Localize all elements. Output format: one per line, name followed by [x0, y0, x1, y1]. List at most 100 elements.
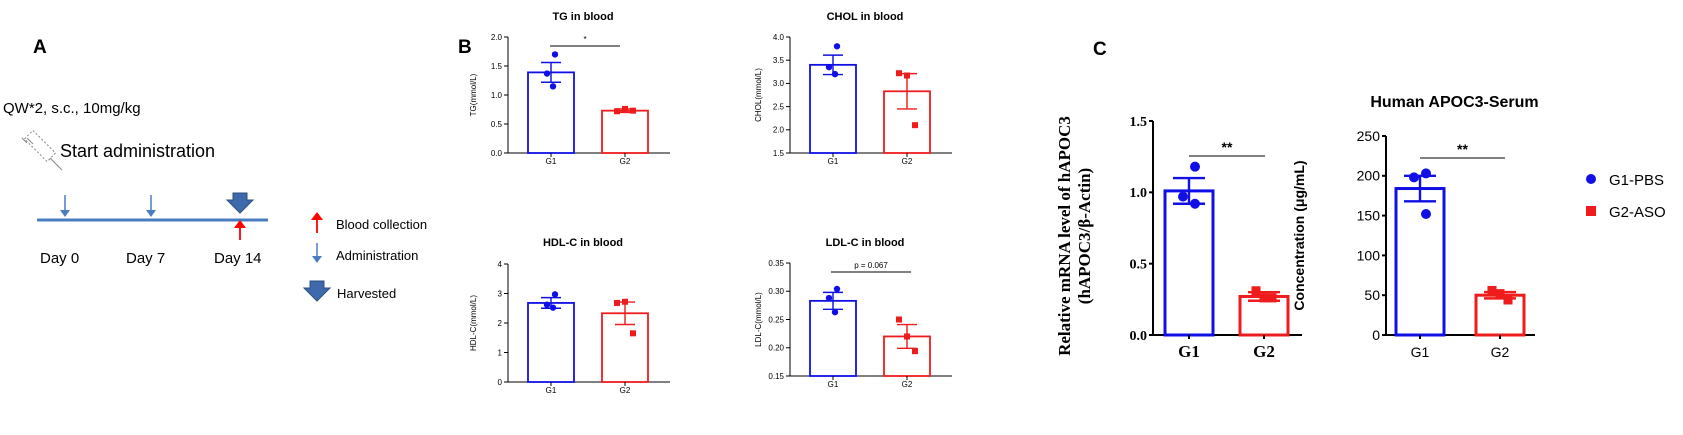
y-tick-label: 3 — [498, 289, 503, 298]
data-point-g2 — [912, 348, 918, 355]
y-tick-label: 4 — [498, 260, 503, 269]
administration-arrow-day0 — [60, 195, 70, 217]
data-point-g2 — [904, 72, 910, 79]
data-point-g2 — [896, 70, 902, 77]
data-point-g2 — [1267, 293, 1277, 303]
day-7-label: Day 7 — [126, 250, 165, 267]
y-tick-label: 0 — [498, 378, 503, 387]
y-tick-label: 250 — [1357, 128, 1381, 144]
significance-label: p = 0.067 — [854, 261, 888, 270]
x-tick-label: G2 — [620, 157, 631, 166]
timeline-panel: QW*2, s.c., 10mg/kg Start administration… — [3, 100, 427, 302]
y-tick-label: 150 — [1357, 208, 1381, 224]
panel-label-b: B — [458, 37, 472, 58]
chart-4: 0.15 0.20 0.25 0.30 0.35 LDL-C in blood LDL-C(… — [754, 237, 952, 389]
y-tick-label: 0.25 — [768, 315, 784, 324]
data-point-g2 — [912, 122, 918, 129]
y-tick-label: 4.0 — [773, 33, 785, 42]
bar-g2 — [601, 109, 649, 154]
chart-title: HDL-C in blood — [543, 237, 623, 249]
data-point-g2 — [614, 299, 620, 306]
significance-label: ** — [1222, 139, 1233, 155]
legend-g2-label: G2-ASO — [1609, 204, 1666, 221]
harvested-legend: Harvested — [337, 286, 396, 301]
data-point-g1 — [831, 308, 839, 316]
bar-g2 — [1474, 293, 1526, 337]
x-tick-label: G2 — [902, 157, 913, 166]
harvested-arrow-day14 — [225, 192, 255, 214]
y-tick-label: 0.20 — [768, 344, 784, 353]
significance-label: ** — [1457, 141, 1468, 157]
data-point-g1 — [1178, 191, 1188, 202]
y-tick-label: 0.15 — [768, 372, 784, 381]
y-tick-label: 0 — [1372, 327, 1380, 343]
data-point-g2 — [904, 333, 910, 340]
y-tick-label: 3.0 — [773, 79, 785, 88]
data-point-g1 — [543, 70, 551, 77]
chart-3: 0 1 2 3 4 HDL-C in blood HDL-C(mmol/L) G1 G2 — [469, 237, 670, 395]
start-text: Start administration — [60, 141, 215, 161]
day-14-label: Day 14 — [214, 250, 262, 267]
data-point-g2 — [1495, 289, 1505, 299]
data-point-g1 — [1190, 198, 1200, 209]
y-axis-label: Concentration (μg/mL) — [1291, 160, 1307, 310]
chart-title: Human APOC3-Serum — [1370, 94, 1538, 111]
y-axis-label: TG(mmol/L) — [469, 73, 478, 116]
y-tick-label: 100 — [1357, 247, 1381, 263]
bar-g1 — [809, 63, 857, 154]
chart-title: CHOL in blood — [827, 11, 904, 23]
data-point-g1 — [543, 301, 551, 308]
y-tick-label: 200 — [1357, 168, 1381, 184]
y-tick-label: 0.0 — [1130, 329, 1148, 344]
legend-g1-label: G1-PBS — [1609, 172, 1664, 189]
data-point-g2 — [1251, 286, 1261, 296]
y-tick-label: 1.5 — [773, 149, 785, 158]
y-axis-label: CHOL(mmol/L) — [754, 68, 763, 122]
data-point-g2 — [896, 316, 902, 323]
blood-collection-legend: Blood collection — [336, 217, 427, 232]
y-tick-label: 1.5 — [1130, 115, 1148, 130]
y-tick-label: 0.35 — [768, 259, 784, 268]
data-point-g1 — [549, 83, 557, 90]
panel-label-c: C — [1093, 39, 1107, 60]
bar-g1 — [527, 302, 575, 383]
day-0-label: Day 0 — [40, 250, 79, 267]
data-point-g2 — [622, 105, 628, 112]
y-tick-label: 0.30 — [768, 287, 784, 296]
data-point-g2 — [622, 298, 628, 305]
y-tick-label: 1.5 — [491, 62, 503, 71]
data-point-g1 — [549, 304, 557, 311]
data-point-g1 — [825, 63, 833, 71]
y-tick-label: 1.0 — [491, 91, 503, 100]
chart-6: 0 50 100 150 200 250 Human APOC3-Serum Concentr… — [1291, 94, 1539, 360]
x-tick-label: G2 — [620, 386, 631, 395]
y-axis-label: HDL-C(mmol/L) — [469, 295, 478, 351]
legend-g2-marker — [1586, 206, 1596, 216]
y-tick-label: 1 — [498, 348, 503, 357]
dosing-text: QW*2, s.c., 10mg/kg — [3, 100, 141, 117]
data-point-g1 — [551, 51, 559, 58]
x-tick-label: G2 — [1491, 344, 1510, 360]
y-tick-label: 3.5 — [773, 56, 785, 65]
bar-g1 — [1394, 187, 1446, 337]
data-point-g1 — [1190, 161, 1200, 172]
data-point-g2 — [1487, 285, 1497, 295]
data-point-g1 — [551, 291, 559, 298]
data-point-g1 — [1421, 168, 1431, 179]
data-point-g1 — [833, 285, 841, 293]
data-point-g1 — [833, 43, 841, 50]
bar-g1 — [1163, 189, 1215, 337]
administration-legend-icon — [312, 243, 322, 263]
y-tick-label: 1.0 — [1130, 186, 1148, 201]
legend-g1-marker — [1586, 174, 1596, 184]
y-axis-label: LDL-C(mmol/L) — [754, 292, 763, 347]
x-tick-label: G1 — [1178, 342, 1200, 361]
significance-label: * — [583, 35, 586, 44]
data-point-g2 — [630, 330, 636, 337]
data-point-g1 — [1421, 209, 1431, 220]
data-point-g2 — [1503, 295, 1513, 305]
data-point-g2 — [614, 108, 620, 115]
syringe-icon — [21, 129, 63, 171]
administration-arrow-day7 — [146, 195, 156, 217]
